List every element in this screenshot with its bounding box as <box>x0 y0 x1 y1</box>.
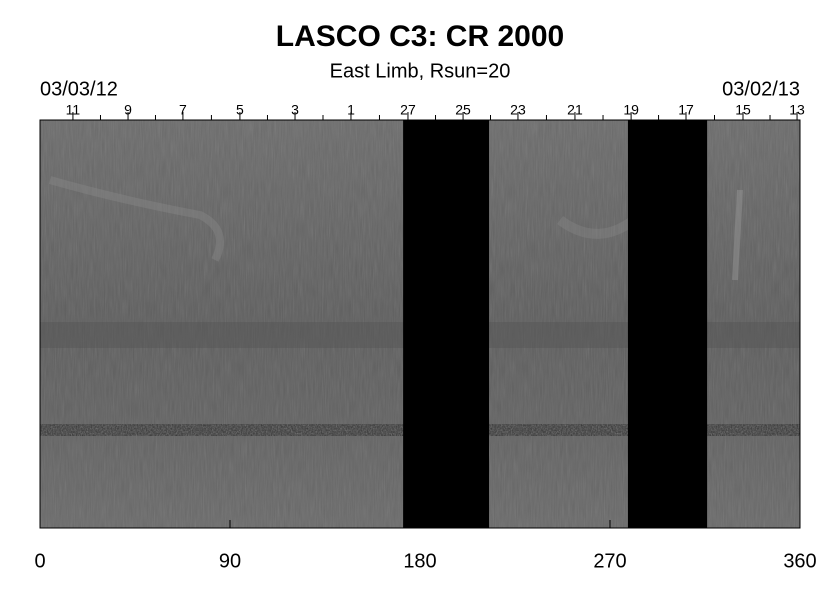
map-feature <box>48 176 224 262</box>
chart-subtitle: East Limb, Rsun=20 <box>330 60 511 82</box>
x-tick-label: 90 <box>219 550 241 572</box>
x-tick-label: 180 <box>403 550 436 572</box>
top-tick-label: 13 <box>789 102 805 118</box>
top-tick-label: 27 <box>400 102 416 118</box>
x-tick-label: 360 <box>783 550 816 572</box>
chart-title: LASCO C3: CR 2000 <box>276 20 564 53</box>
overlay: 0 90 180 270 360 11 9 7 5 3 1 27 25 23 21 19 17 15 13 <box>34 102 816 573</box>
x-tick-label: 270 <box>593 550 626 572</box>
top-tick-label: 17 <box>678 102 694 118</box>
top-tick-label: 19 <box>623 102 639 118</box>
top-tick-label: 5 <box>236 102 244 118</box>
top-tick-label: 1 <box>347 102 355 118</box>
top-tick-label: 3 <box>291 102 299 118</box>
start-date: 03/03/12 <box>40 78 118 100</box>
end-date: 03/02/13 <box>722 78 800 100</box>
map-feature <box>732 189 743 281</box>
top-tick-label: 23 <box>510 102 526 118</box>
top-tick-label: 9 <box>124 102 132 118</box>
top-tick-label: 15 <box>735 102 751 118</box>
x-tick-label: 0 <box>34 550 45 572</box>
top-tick-label: 11 <box>66 102 81 118</box>
top-tick-label: 25 <box>455 102 471 118</box>
data-gap <box>627 120 708 528</box>
top-tick-label: 7 <box>179 102 187 118</box>
data-gap <box>403 120 490 528</box>
top-tick-label: 21 <box>567 102 583 118</box>
